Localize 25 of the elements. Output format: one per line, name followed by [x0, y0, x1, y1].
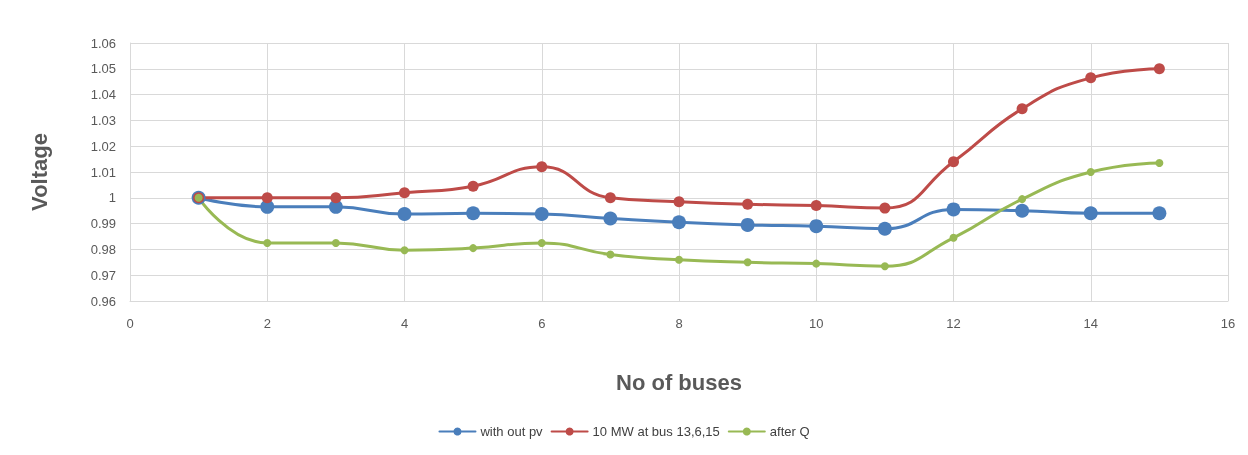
x-tick-label: 8 — [675, 316, 683, 331]
x-tick-label: 12 — [946, 316, 961, 331]
y-tick-label: 0.98 — [90, 241, 116, 257]
y-tick-label: 1.06 — [90, 35, 116, 51]
y-tick-label: 1.01 — [90, 164, 116, 180]
y-tick-label: 1.02 — [90, 138, 116, 154]
x-tick-label: 0 — [126, 316, 134, 331]
y-tick-label: 0.96 — [90, 293, 116, 309]
x-tick-label: 16 — [1220, 316, 1236, 331]
x-tick-label: 4 — [400, 316, 409, 331]
y-tick-label: 1.05 — [90, 61, 116, 77]
legend-label: with out pv — [479, 424, 544, 439]
y-tick-label: 1 — [108, 190, 116, 206]
x-tick-label: 10 — [809, 316, 824, 331]
y-tick-label: 0.97 — [90, 267, 116, 283]
legend-label: 10 MW at bus 13,6,15 — [592, 424, 720, 439]
y-tick-label: 0.99 — [90, 216, 116, 232]
y-tick-label: 1.03 — [90, 112, 116, 128]
x-tick-label: 14 — [1083, 316, 1098, 331]
x-tick-label: 6 — [538, 316, 546, 331]
x-axis-title: No of buses — [616, 369, 742, 395]
legend-label: after Q — [769, 424, 810, 439]
x-tick-label: 2 — [263, 316, 271, 331]
y-axis-title: Voltage — [26, 133, 52, 211]
y-tick-label: 1.04 — [90, 87, 116, 103]
